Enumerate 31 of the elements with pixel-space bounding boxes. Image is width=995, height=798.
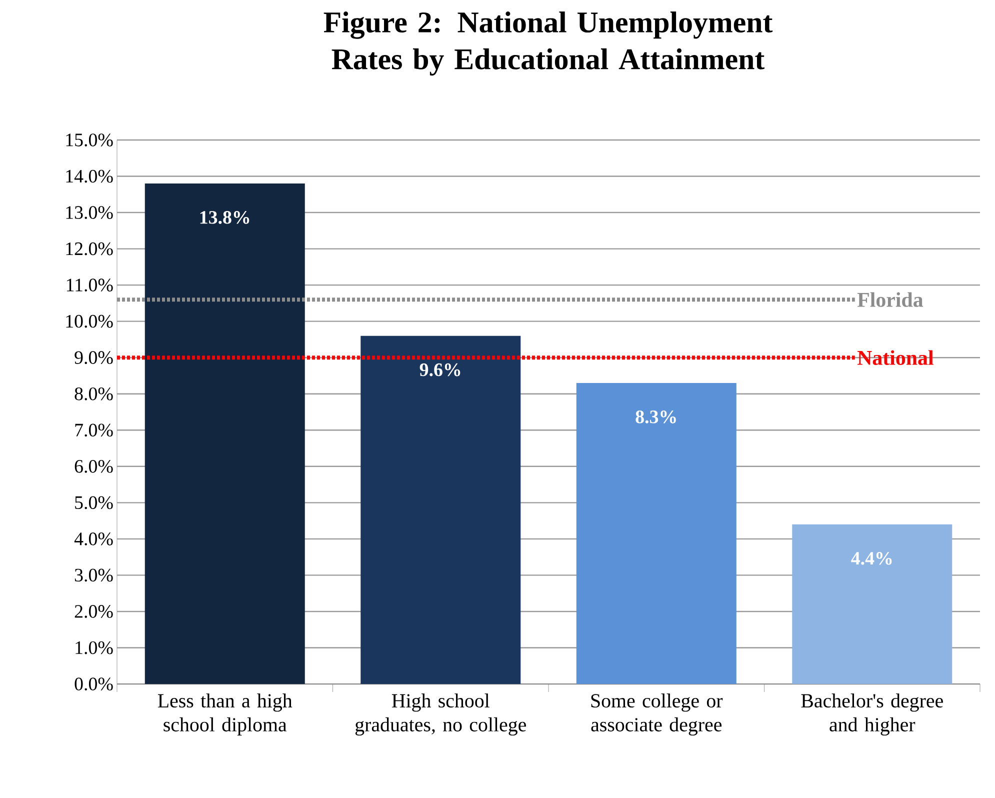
y-tick-label: 11.0%: [66, 278, 113, 292]
bar: [792, 524, 952, 684]
x-tick-label: Less than a high school diploma: [158, 694, 292, 736]
y-tick-label: 10.0%: [66, 314, 113, 328]
x-tick-label: Some college or associate degree: [591, 694, 723, 736]
bar: [576, 382, 736, 684]
data-label: 13.8%: [200, 211, 250, 224]
y-tick-label: 1.0%: [76, 641, 113, 654]
y-tick-label: 12.0%: [66, 242, 113, 256]
y-tick-label: 3.0%: [74, 568, 113, 582]
data-label: 9.6%: [420, 363, 460, 376]
y-tick-label: 0.0%: [74, 678, 113, 690]
bar: [144, 184, 305, 684]
chart-title: Figure 2: National Unemployment Rates by Educational Attainment: [324, 12, 773, 76]
ref-line-label: National: [857, 350, 934, 365]
x-tick-label: High school graduates, no college: [355, 694, 526, 736]
y-tick-label: 6.0%: [74, 460, 113, 473]
y-tick-label: 15.0%: [66, 134, 113, 146]
y-tick-label: 7.0%: [75, 424, 113, 437]
y-tick-label: 4.0%: [74, 532, 113, 546]
y-tick-label: 14.0%: [66, 170, 113, 183]
y-tick-label: 2.0%: [74, 605, 113, 618]
ref-line-label: Florida: [857, 292, 924, 307]
x-tick-label: Bachelor's degree and higher: [801, 694, 943, 736]
data-label: 8.3%: [636, 410, 676, 424]
y-tick-label: 8.0%: [74, 387, 113, 400]
bar: [360, 336, 521, 684]
y-tick-label: 9.0%: [74, 351, 113, 364]
y-tick-label: 13.0%: [66, 206, 113, 219]
data-label: 4.4%: [851, 552, 892, 565]
y-tick-label: 5.0%: [75, 496, 113, 510]
